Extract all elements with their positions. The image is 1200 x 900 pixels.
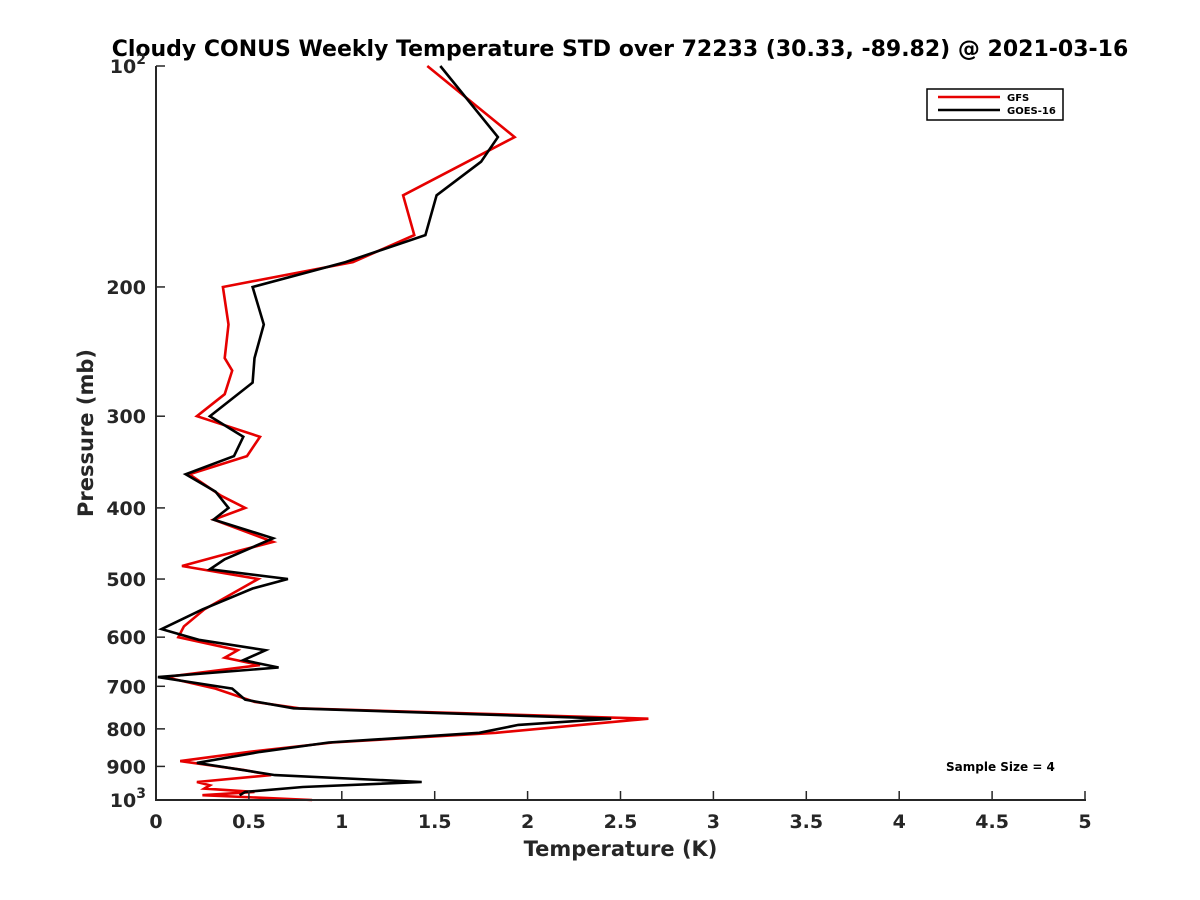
y-tick-label: 200 — [106, 277, 146, 299]
x-tick-label: 2 — [521, 811, 534, 833]
legend: GFS GOES-16 — [926, 88, 1064, 121]
x-tick-label: 1.5 — [418, 811, 452, 833]
y-tick-label: 300 — [106, 406, 146, 428]
x-tick-label: 4.5 — [975, 811, 1009, 833]
legend-label-goes16: GOES-16 — [1007, 106, 1056, 117]
y-tick-label: 400 — [106, 498, 146, 520]
sample-size-annotation: Sample Size = 4 — [946, 760, 1055, 774]
y-tick-label: 103 — [110, 786, 146, 812]
x-tick-label: 1 — [335, 811, 348, 833]
y-tick-label: 500 — [106, 569, 146, 591]
y-tick-label: 102 — [110, 52, 146, 78]
x-tick-label: 4 — [893, 811, 906, 833]
plot-background — [156, 66, 1085, 800]
chart-title: Cloudy CONUS Weekly Temperature STD over… — [112, 37, 1129, 62]
y-axis-ticks: 102 200 300 400 500 600 700 800 900 103 — [106, 52, 165, 812]
y-tick-label: 900 — [106, 756, 146, 778]
legend-box — [926, 88, 1064, 121]
x-tick-label: 3 — [707, 811, 720, 833]
plot-area — [156, 64, 1085, 802]
axes: 0 0.5 1 1.5 2 2.5 3 3.5 4 4.5 5 102 200 300 400 500 600… — [106, 52, 1091, 833]
x-tick-label: 2.5 — [604, 811, 638, 833]
legend-label-gfs: GFS — [1007, 93, 1029, 104]
x-tick-label: 3.5 — [789, 811, 823, 833]
y-tick-label: 700 — [106, 676, 146, 698]
series-layer — [157, 64, 649, 802]
y-tick-label: 600 — [106, 627, 146, 649]
series-line-goes16 — [157, 65, 612, 797]
x-axis-ticks: 0 0.5 1 1.5 2 2.5 3 3.5 4 4.5 5 — [149, 791, 1092, 833]
y-tick-label: 800 — [106, 719, 146, 741]
x-axis-label: Temperature (K) — [524, 837, 718, 861]
x-tick-label: 0.5 — [232, 811, 266, 833]
y-axis-label: Pressure (mb) — [74, 349, 98, 517]
x-tick-label: 0 — [149, 811, 162, 833]
x-tick-label: 5 — [1078, 811, 1091, 833]
